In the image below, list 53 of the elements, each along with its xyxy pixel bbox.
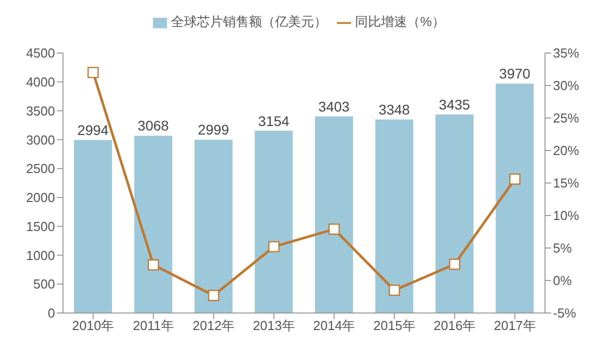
y2-tick-label: 5% bbox=[553, 240, 572, 256]
x-tick-label: 2015年 bbox=[373, 318, 416, 334]
point bbox=[509, 174, 520, 185]
bar bbox=[375, 120, 414, 313]
data-label: 3154 bbox=[258, 112, 290, 129]
bar bbox=[315, 116, 353, 313]
point bbox=[388, 284, 400, 296]
x-tick-label: 2012年 bbox=[192, 318, 235, 334]
data-label: 3068 bbox=[138, 118, 170, 134]
legend-label: 同比增速（%） bbox=[355, 14, 445, 29]
x-tick-label: 2013年 bbox=[252, 318, 295, 334]
data-label: 2999 bbox=[198, 122, 230, 138]
y-tick-label: 4000 bbox=[26, 74, 55, 90]
y-tick-label: 2000 bbox=[26, 190, 55, 206]
bar bbox=[254, 130, 293, 313]
point bbox=[88, 66, 99, 78]
y2-tick-label: 20% bbox=[553, 143, 580, 158]
point bbox=[328, 224, 340, 235]
data-label: 3435 bbox=[438, 96, 470, 113]
data-label: 3348 bbox=[378, 102, 410, 118]
y-tick-label: 2500 bbox=[26, 161, 55, 176]
y-tick-label: 1500 bbox=[26, 218, 55, 234]
bar bbox=[194, 140, 232, 313]
point bbox=[208, 290, 220, 302]
y2-tick-label: 0% bbox=[553, 273, 572, 288]
bar bbox=[74, 140, 112, 313]
y2-tick-label: 35% bbox=[553, 46, 580, 61]
y2-tick-label: -5% bbox=[553, 306, 577, 321]
y2-tick-label: 10% bbox=[553, 208, 580, 224]
y-tick-label: 1000 bbox=[26, 248, 55, 263]
bar bbox=[436, 114, 474, 313]
x-tick-label: 2014年 bbox=[313, 318, 356, 334]
x-tick-label: 2017年 bbox=[494, 318, 536, 334]
y-tick-label: 500 bbox=[33, 276, 55, 292]
data-label: 2994 bbox=[77, 122, 109, 138]
data-label: 3970 bbox=[499, 66, 531, 82]
x-tick-label: 2011年 bbox=[132, 318, 174, 334]
legend-label: 全球芯片销售额（亿美元） bbox=[171, 14, 328, 29]
bar bbox=[134, 136, 172, 313]
y-tick-label: 0 bbox=[48, 306, 55, 321]
data-label: 3403 bbox=[318, 98, 350, 114]
y2-tick-label: 15% bbox=[553, 176, 580, 191]
point bbox=[148, 259, 159, 270]
point bbox=[268, 241, 280, 252]
y-tick-label: 3500 bbox=[26, 103, 55, 118]
y-tick-label: 3000 bbox=[26, 132, 55, 148]
y2-tick-label: 25% bbox=[553, 110, 580, 126]
point bbox=[449, 258, 460, 270]
x-tick-label: 2016年 bbox=[434, 318, 476, 334]
y-tick-label: 4500 bbox=[26, 46, 55, 61]
x-tick-label: 2010年 bbox=[72, 318, 114, 334]
y2-tick-label: 30% bbox=[553, 78, 580, 94]
bar bbox=[496, 84, 534, 313]
